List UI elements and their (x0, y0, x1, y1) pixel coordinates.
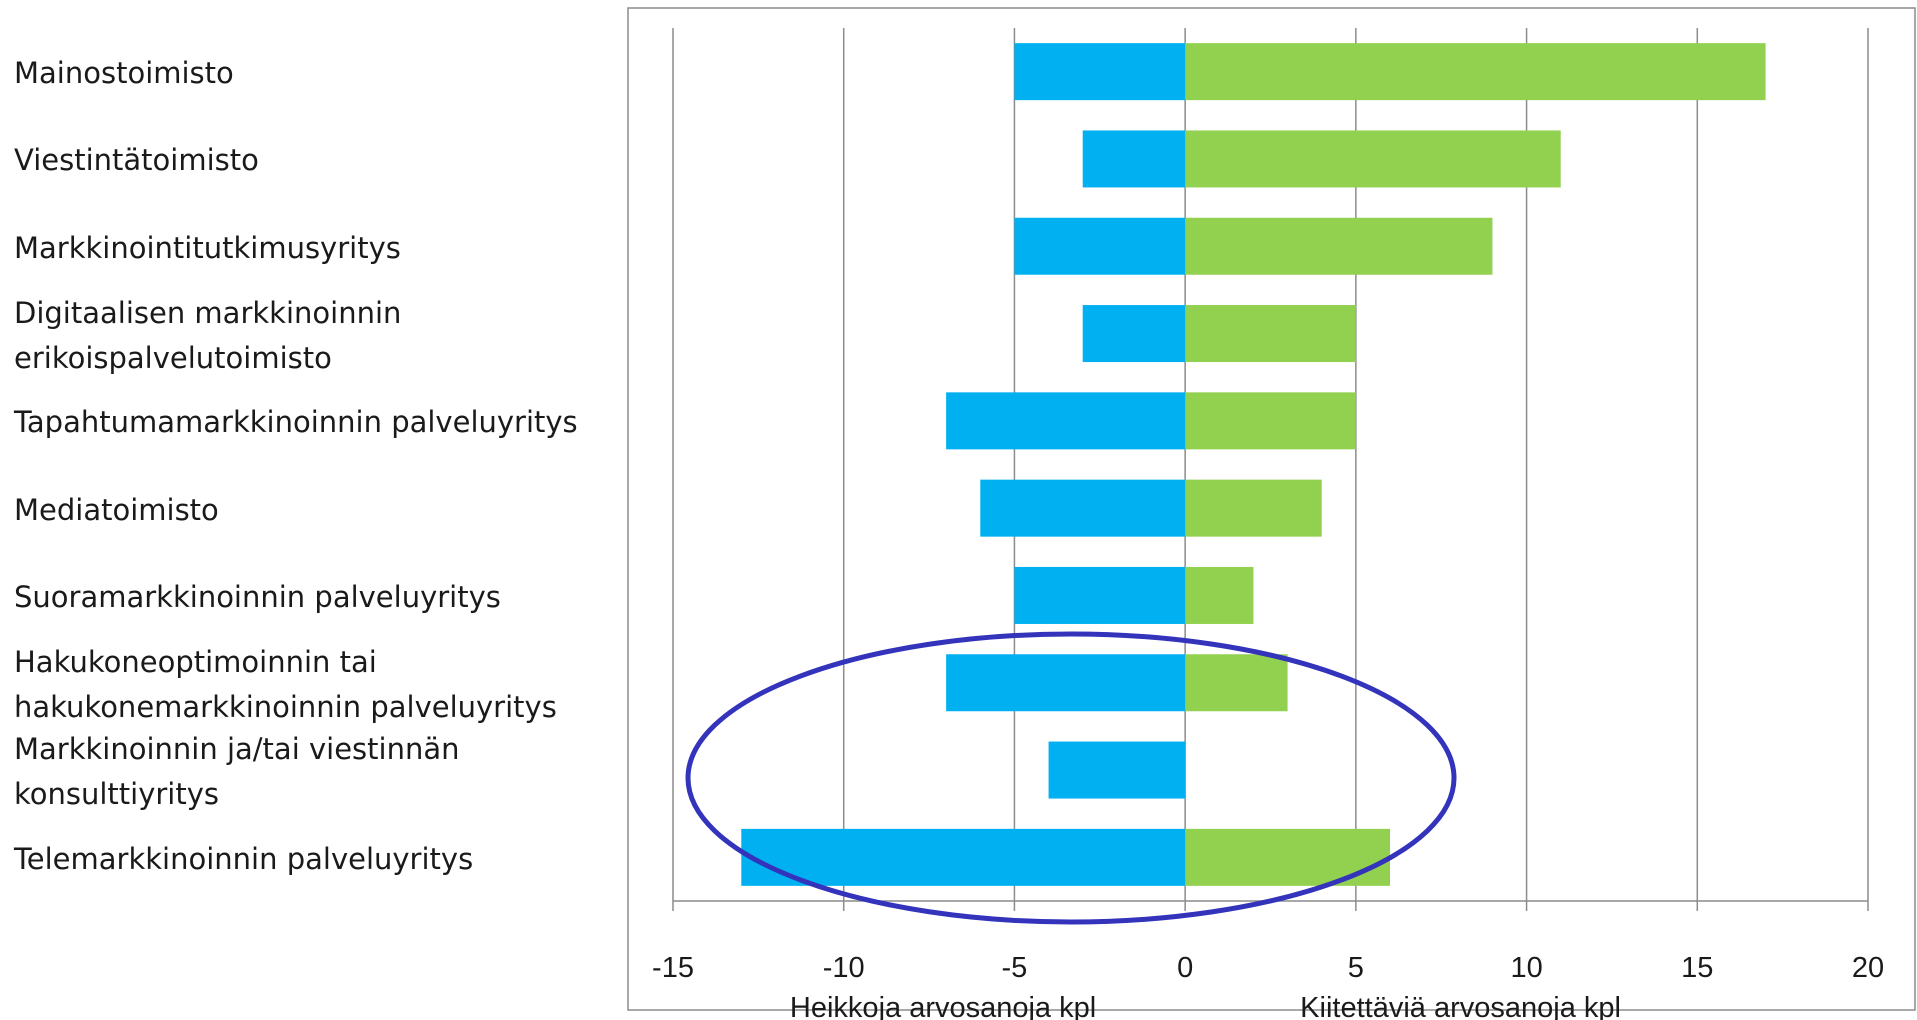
category-label-6: Suoramarkkinoinnin palveluyritys (14, 579, 501, 614)
x-tick-label-6: 15 (1681, 952, 1713, 984)
x-tick-label-1: -10 (823, 952, 865, 984)
bar-series1-7 (1185, 654, 1288, 712)
category-label-3: Digitaalisen markkinoinnin erikoispalvel… (14, 295, 402, 375)
category-label-8: Markkinoinnin ja/tai viestinnän konsultt… (14, 732, 460, 812)
bar-series0-6 (1014, 566, 1186, 624)
highlight-ellipse (685, 631, 1457, 925)
plot-frame (627, 7, 1916, 1011)
bar-series0-2 (1014, 217, 1186, 275)
category-label-7: Hakukoneoptimoinnin tai hakukonemarkkino… (14, 644, 557, 724)
bar-series1-1 (1185, 130, 1561, 188)
series-caption-0: Heikkoja arvosanoja kpl (790, 992, 1096, 1020)
bar-series0-9 (741, 828, 1186, 886)
x-tick-label-4: 5 (1348, 952, 1364, 984)
bar-series1-9 (1185, 828, 1390, 886)
x-tick-label-0: -15 (652, 952, 694, 984)
x-tick-label-5: 10 (1510, 952, 1542, 984)
x-tick-label-3: 0 (1177, 952, 1193, 984)
category-label-5: Mediatoimisto (14, 492, 219, 527)
bar-series1-3 (1185, 305, 1356, 363)
bar-series0-8 (1048, 741, 1186, 799)
bar-series0-4 (946, 392, 1186, 450)
category-label-9: Telemarkkinoinnin palveluyritys (14, 841, 474, 876)
bar-series0-5 (980, 479, 1186, 537)
bar-series1-2 (1185, 217, 1493, 275)
bar-series0-0 (1014, 43, 1186, 101)
category-label-4: Tapahtumamarkkinoinnin palveluyritys (14, 405, 578, 440)
bar-series1-6 (1185, 566, 1254, 624)
bar-series1-5 (1185, 479, 1322, 537)
bar-series0-7 (946, 654, 1186, 712)
bar-series0-1 (1082, 130, 1186, 188)
category-label-2: Markkinointitutkimusyritys (14, 230, 401, 265)
category-label-0: Mainostoimisto (14, 56, 234, 91)
category-label-1: Viestintätoimisto (14, 143, 259, 178)
x-tick-label-2: -5 (1002, 952, 1028, 984)
series-caption-1: Kiitettäviä arvosanoja kpl (1300, 992, 1621, 1020)
bar-series1-4 (1185, 392, 1356, 450)
bar-series1-0 (1185, 43, 1766, 101)
bar-series0-3 (1082, 305, 1186, 363)
x-tick-label-7: 20 (1852, 952, 1884, 984)
